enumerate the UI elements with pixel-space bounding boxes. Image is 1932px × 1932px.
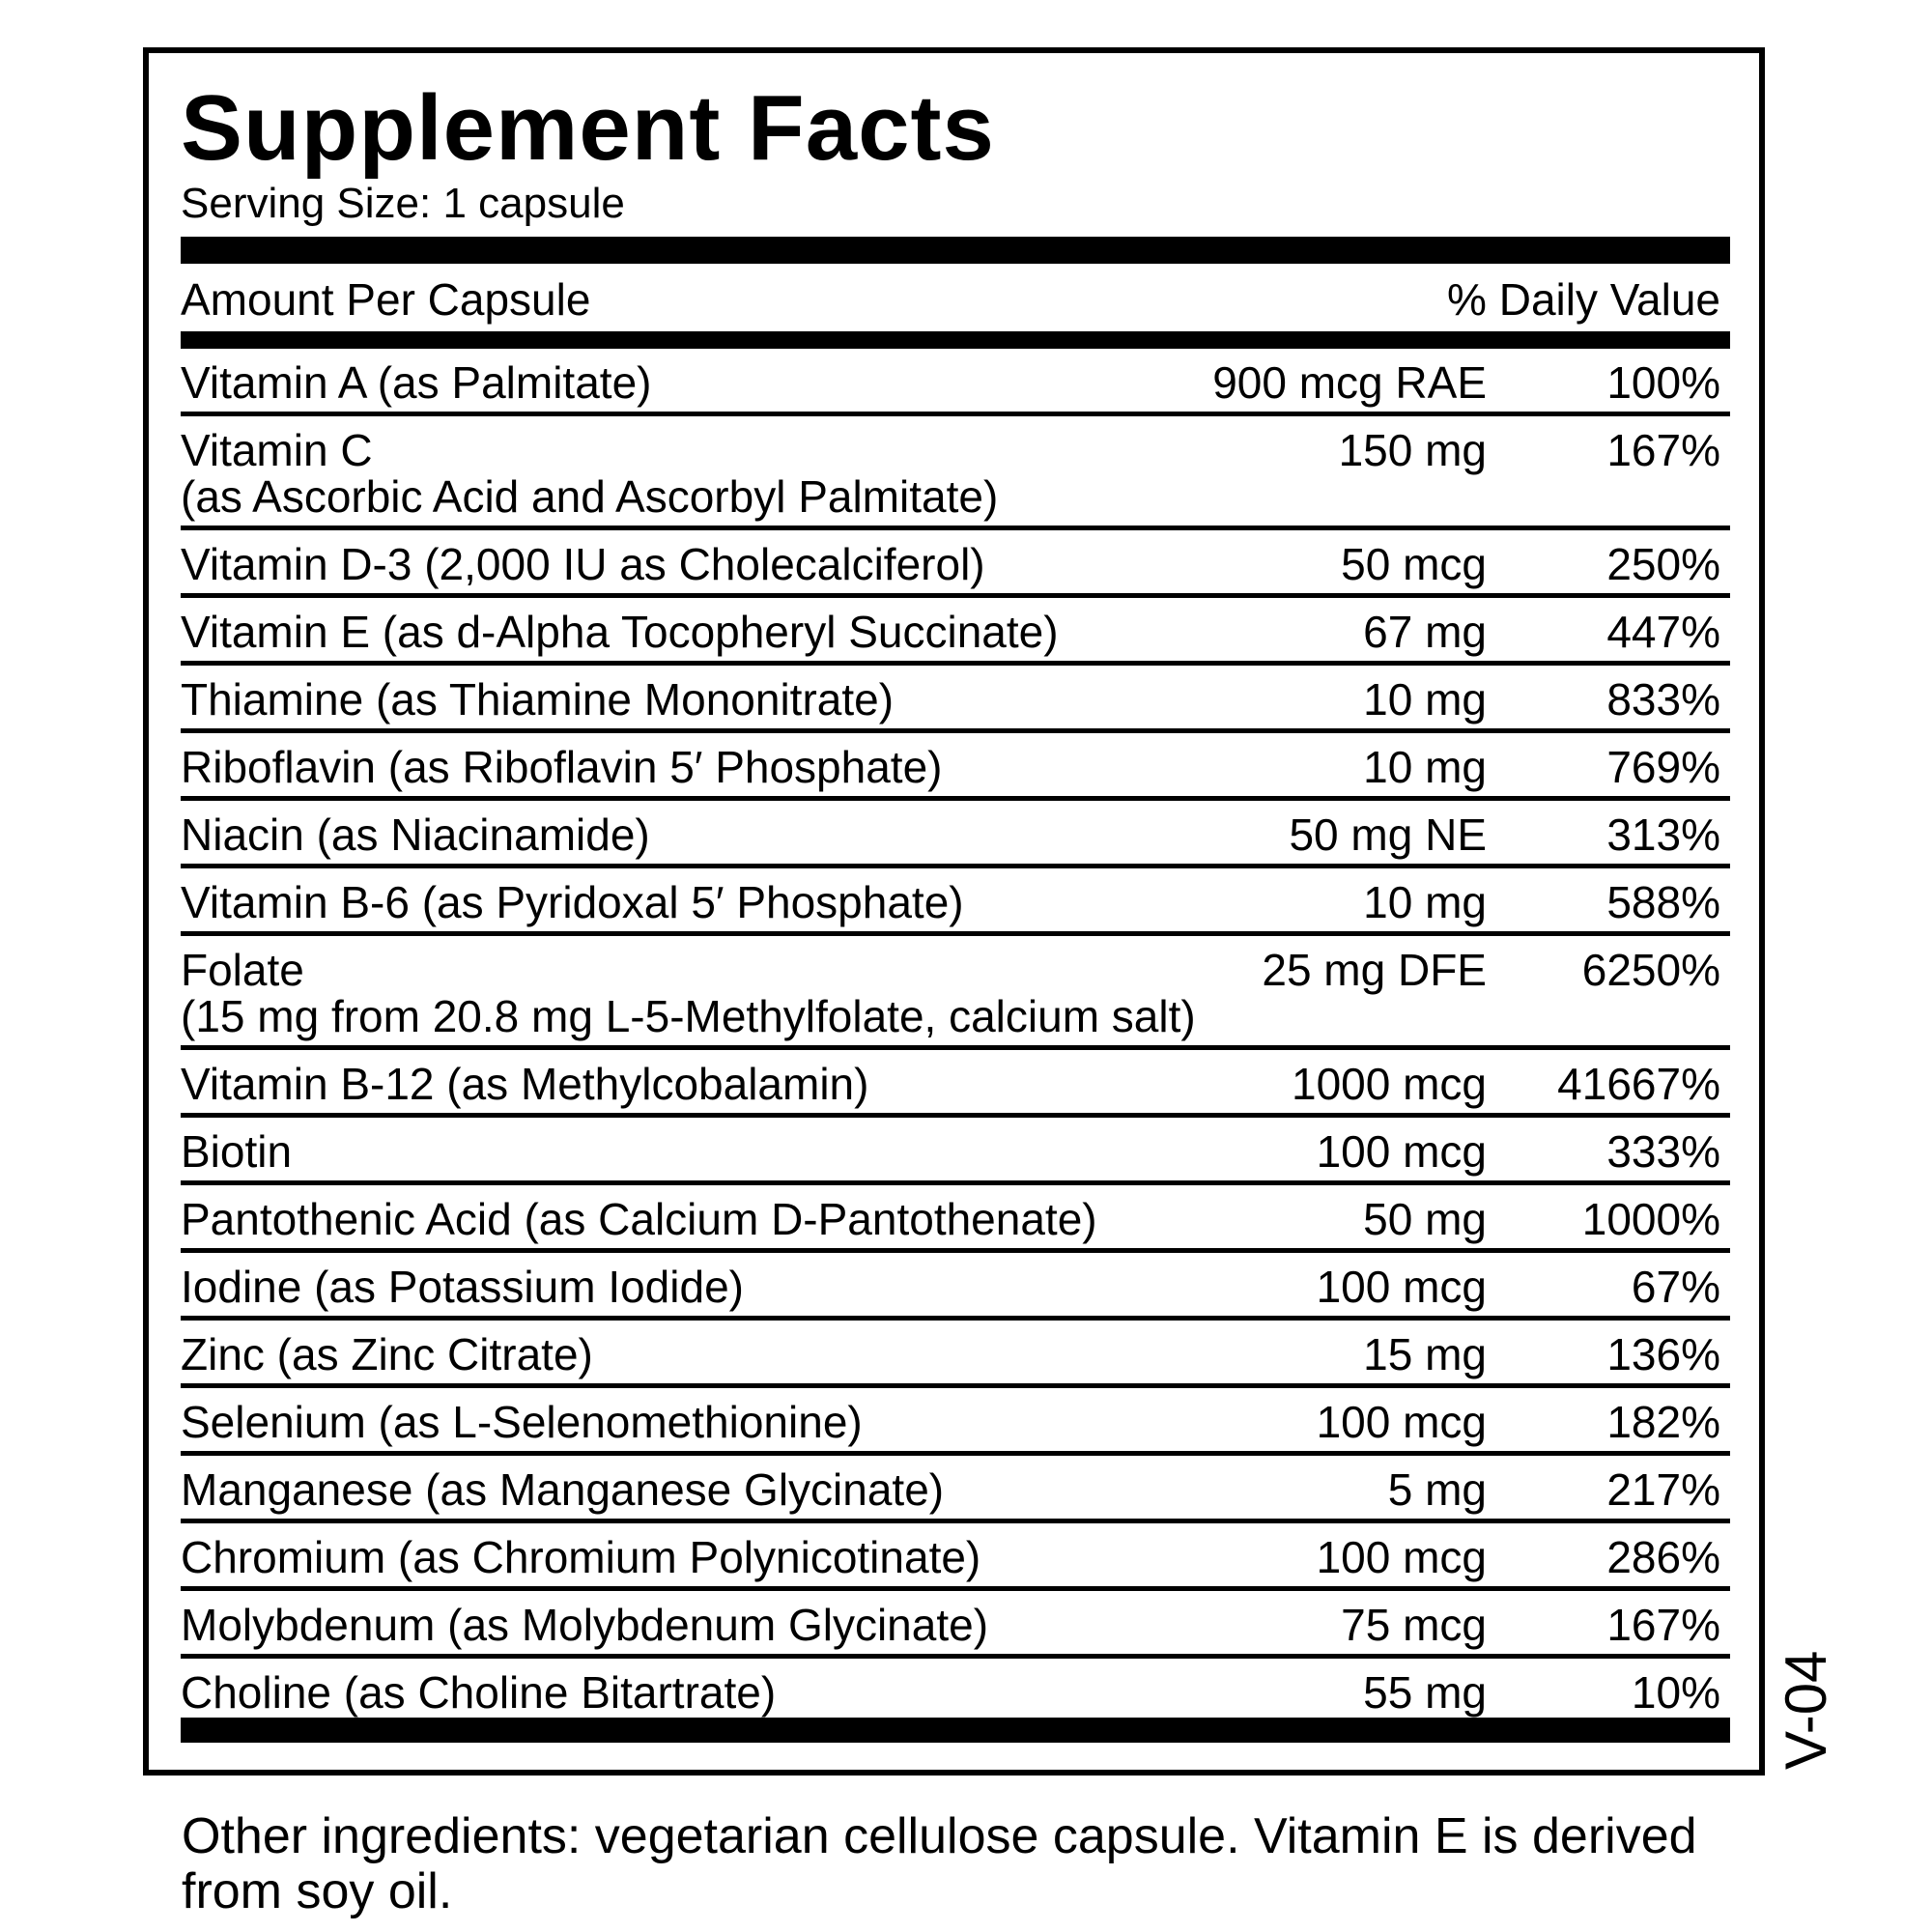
nutrient-daily-value: 182%	[1606, 1397, 1720, 1447]
nutrient-list: Vitamin A (as Palmitate) 900 mcg RAE 100% V…	[181, 349, 1730, 1721]
nutrient-daily-value: 588%	[1606, 877, 1720, 927]
nutrient-daily-value: 286%	[1606, 1532, 1720, 1582]
nutrient-daily-value: 333%	[1606, 1126, 1720, 1177]
nutrient-name: Niacin (as Niacinamide)	[181, 810, 650, 860]
nutrient-amount: 75 mcg	[1341, 1600, 1487, 1650]
nutrient-row: Vitamin C (as Ascorbic Acid and Ascorbyl …	[181, 416, 1730, 530]
nutrient-row: Zinc (as Zinc Citrate) 15 mg 136%	[181, 1321, 1730, 1388]
nutrient-amount: 10 mg	[1363, 742, 1487, 792]
nutrient-amount: 25 mg DFE	[1262, 945, 1487, 995]
nutrient-amount: 50 mg NE	[1289, 810, 1487, 860]
serving-size: Serving Size: 1 capsule	[181, 180, 625, 227]
nutrient-amount: 10 mg	[1363, 877, 1487, 927]
nutrient-name: Vitamin B-6 (as Pyridoxal 5′ Phosphate)	[181, 877, 964, 927]
nutrient-name: Zinc (as Zinc Citrate)	[181, 1329, 593, 1379]
nutrient-name: Thiamine (as Thiamine Mononitrate)	[181, 674, 895, 724]
nutrient-amount: 100 mcg	[1316, 1532, 1487, 1582]
nutrient-daily-value: 250%	[1606, 539, 1720, 589]
nutrient-amount: 55 mg	[1363, 1667, 1487, 1718]
nutrient-row: Iodine (as Potassium Iodide) 100 mcg 67%	[181, 1253, 1730, 1321]
nutrient-row: Biotin 100 mcg 333%	[181, 1118, 1730, 1185]
daily-value-label: % Daily Value	[1447, 274, 1720, 325]
nutrient-daily-value: 10%	[1631, 1667, 1720, 1718]
nutrient-daily-value: 1000%	[1581, 1194, 1720, 1244]
nutrient-name: Manganese (as Manganese Glycinate)	[181, 1464, 945, 1515]
nutrient-name: Vitamin C	[181, 425, 373, 475]
nutrient-row: Vitamin E (as d-Alpha Tocopheryl Succina…	[181, 598, 1730, 666]
nutrient-amount: 900 mcg RAE	[1212, 357, 1487, 408]
nutrient-source: (15 mg from 20.8 mg L-5-Methylfolate, ca…	[181, 991, 1196, 1041]
amount-per-capsule-label: Amount Per Capsule	[181, 274, 591, 325]
nutrient-daily-value: 447%	[1606, 607, 1720, 657]
nutrient-row: Manganese (as Manganese Glycinate) 5 mg 21…	[181, 1456, 1730, 1523]
nutrient-name: Folate	[181, 945, 304, 995]
nutrient-daily-value: 167%	[1606, 1600, 1720, 1650]
nutrient-daily-value: 833%	[1606, 674, 1720, 724]
supplement-facts-panel: Supplement Facts Serving Size: 1 capsule…	[143, 47, 1765, 1776]
nutrient-name: Chromium (as Chromium Polynicotinate)	[181, 1532, 981, 1582]
nutrient-name: Vitamin E (as d-Alpha Tocopheryl Succina…	[181, 607, 1059, 657]
nutrient-daily-value: 100%	[1606, 357, 1720, 408]
nutrient-name: Selenium (as L-Selenomethionine)	[181, 1397, 863, 1447]
column-header: Amount Per Capsule % Daily Value	[181, 277, 1720, 322]
nutrient-row: Niacin (as Niacinamide) 50 mg NE 313%	[181, 801, 1730, 868]
nutrient-daily-value: 313%	[1606, 810, 1720, 860]
nutrient-row: Folate (15 mg from 20.8 mg L-5-Methylfola…	[181, 936, 1730, 1050]
nutrient-row: Selenium (as L-Selenomethionine) 100 mcg 1…	[181, 1388, 1730, 1456]
other-ingredients: Other ingredients: vegetarian cellulose …	[182, 1808, 1697, 1919]
nutrient-daily-value: 67%	[1631, 1262, 1720, 1312]
panel-title: Supplement Facts	[181, 76, 995, 180]
nutrient-amount: 100 mcg	[1316, 1397, 1487, 1447]
nutrient-amount: 150 mg	[1338, 425, 1487, 475]
nutrient-source: (as Ascorbic Acid and Ascorbyl Palmitate…	[181, 471, 999, 522]
nutrient-row: Chromium (as Chromium Polynicotinate) 100…	[181, 1523, 1730, 1591]
thick-divider	[181, 237, 1730, 264]
nutrient-name: Pantothenic Acid (as Calcium D-Pantothen…	[181, 1194, 1097, 1244]
nutrient-daily-value: 217%	[1606, 1464, 1720, 1515]
nutrient-daily-value: 167%	[1606, 425, 1720, 475]
nutrient-name: Vitamin A (as Palmitate)	[181, 357, 652, 408]
nutrient-row: Molybdenum (as Molybdenum Glycinate) 75 m…	[181, 1591, 1730, 1659]
nutrient-row: Vitamin B-6 (as Pyridoxal 5′ Phosphate) 1…	[181, 868, 1730, 936]
nutrient-daily-value: 41667%	[1557, 1059, 1720, 1109]
nutrient-amount: 5 mg	[1387, 1464, 1487, 1515]
nutrient-amount: 50 mcg	[1341, 539, 1487, 589]
nutrient-daily-value: 136%	[1606, 1329, 1720, 1379]
nutrient-name: Choline (as Choline Bitartrate)	[181, 1667, 777, 1718]
nutrient-name: Vitamin B-12 (as Methylcobalamin)	[181, 1059, 869, 1109]
nutrient-daily-value: 769%	[1606, 742, 1720, 792]
nutrient-amount: 15 mg	[1363, 1329, 1487, 1379]
nutrient-amount: 10 mg	[1363, 674, 1487, 724]
nutrient-amount: 100 mcg	[1316, 1262, 1487, 1312]
nutrient-row: Pantothenic Acid (as Calcium D-Pantothen…	[181, 1185, 1730, 1253]
nutrient-name: Molybdenum (as Molybdenum Glycinate)	[181, 1600, 989, 1650]
nutrient-amount: 67 mg	[1363, 607, 1487, 657]
nutrient-row: Thiamine (as Thiamine Mononitrate) 10 mg 8…	[181, 666, 1730, 733]
nutrient-name: Riboflavin (as Riboflavin 5′ Phosphate)	[181, 742, 943, 792]
nutrient-amount: 100 mcg	[1316, 1126, 1487, 1177]
nutrient-row: Vitamin A (as Palmitate) 900 mcg RAE 100%	[181, 349, 1730, 416]
version-code: V-04	[1774, 1650, 1838, 1770]
nutrient-row: Riboflavin (as Riboflavin 5′ Phosphate) 1…	[181, 733, 1730, 801]
nutrient-amount: 50 mg	[1363, 1194, 1487, 1244]
nutrient-name: Biotin	[181, 1126, 293, 1177]
nutrient-daily-value: 6250%	[1581, 945, 1720, 995]
nutrient-name: Vitamin D-3 (2,000 IU as Cholecalciferol…	[181, 539, 985, 589]
nutrient-row: Choline (as Choline Bitartrate) 55 mg 10%	[181, 1659, 1730, 1721]
nutrient-amount: 1000 mcg	[1291, 1059, 1487, 1109]
medium-divider	[181, 331, 1730, 349]
nutrient-name: Iodine (as Potassium Iodide)	[181, 1262, 744, 1312]
nutrient-row: Vitamin B-12 (as Methylcobalamin) 1000 mc…	[181, 1050, 1730, 1118]
nutrient-row: Vitamin D-3 (2,000 IU as Cholecalciferol…	[181, 530, 1730, 598]
bottom-divider	[181, 1718, 1730, 1743]
